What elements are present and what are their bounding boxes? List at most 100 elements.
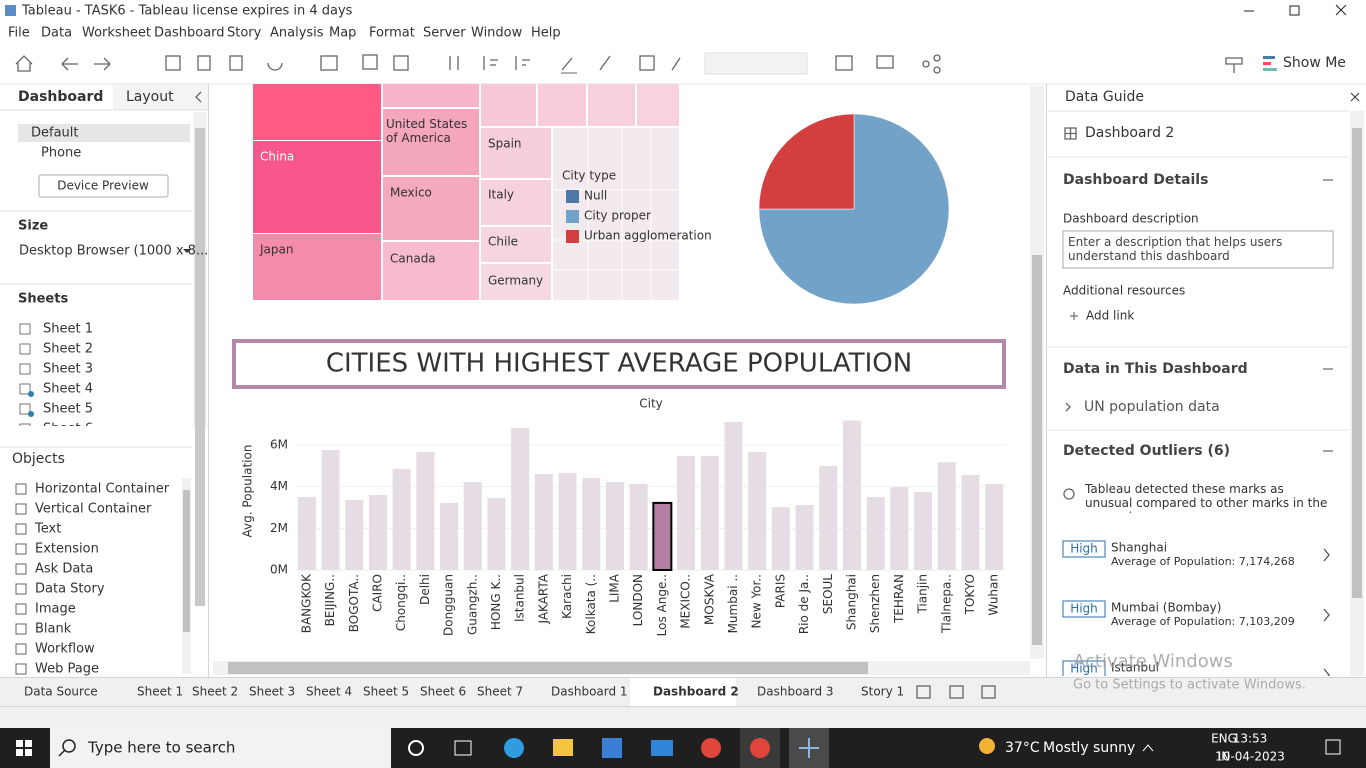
cortana-icon[interactable] [408,740,424,756]
search-box[interactable] [50,728,391,768]
close-button[interactable] [1335,4,1347,16]
store-icon[interactable] [602,738,622,758]
object-item: Extension [35,542,99,557]
new-sheet-tab[interactable] [916,685,931,699]
menu-item[interactable]: Analysis [270,26,324,41]
menu-item[interactable]: Story [227,26,262,41]
notification-icon[interactable] [1325,739,1341,755]
save-icon[interactable] [165,55,181,71]
refresh-icon[interactable] [267,62,283,71]
size-dropdown-arrow[interactable] [183,249,191,253]
bar [463,482,482,570]
x-tick-label: Dongguan [442,574,456,636]
new-story-tab[interactable] [981,685,996,699]
treemap-cell [383,109,479,175]
menu-item[interactable]: Help [531,26,561,41]
bar [652,501,673,571]
sheet-tab[interactable]: Story 1 [861,685,904,699]
menu-item[interactable]: Data [41,26,72,41]
sheet-status [28,391,34,397]
pause-icon[interactable] [229,55,243,71]
fit-dropdown[interactable] [704,52,808,75]
outliers-note: Tableau detected these marks as unusual … [1085,482,1328,514]
x-tick-label: MEXICO.. [679,574,693,629]
tableau-taskbar-icon[interactable] [799,738,819,758]
chrome-icon-2[interactable] [750,738,770,758]
active-tab[interactable] [630,678,736,706]
mail-icon[interactable] [651,740,673,756]
object-icon [15,623,27,635]
edge-icon[interactable] [504,738,524,758]
duplicate-icon[interactable] [362,54,378,70]
sheet-tab[interactable]: Dashboard 2 [653,685,739,699]
share-icon-c [933,66,941,74]
menu-item[interactable]: Dashboard [154,26,225,41]
guide-scroll-thumb[interactable] [1352,128,1362,598]
x-tick-label: Karachi [560,574,574,619]
x-tick-label: BOGOTA.. [347,574,361,632]
presentation-icon[interactable] [876,55,894,69]
new-sheet-icon[interactable] [320,55,338,71]
home-icon[interactable] [15,55,33,72]
object-item: Data Story [35,582,105,597]
outlier-level: High [1070,542,1098,556]
task-view-icon[interactable] [454,740,472,756]
new-dashboard-tab[interactable] [949,685,964,699]
explorer-icon[interactable] [553,739,573,756]
menu-item[interactable]: Map [329,26,356,41]
bar [511,427,530,570]
treemap-label-wrap: United States of America [386,117,467,145]
guide-close[interactable] [1350,92,1360,102]
treemap-label: Japan [259,243,293,257]
bar [582,477,601,570]
device-preview-button[interactable] [38,174,169,198]
canvas-hscroll-thumb[interactable] [228,662,868,674]
bar [677,456,696,570]
x-tick-label: LONDON [631,574,645,626]
sheet-tab[interactable]: Sheet 7 [477,685,523,699]
x-tick-label: PARIS [773,574,787,608]
show-me-icon[interactable] [1263,56,1275,59]
sheet-tab[interactable]: Dashboard 3 [757,685,834,699]
sheet-tab[interactable]: Data Source [24,685,98,699]
format-icon[interactable] [1225,57,1243,73]
canvas-vscroll-thumb[interactable] [1032,255,1042,645]
watermark-text: Go to Settings to activate Windows. [1073,678,1306,693]
menu-item[interactable]: Window [471,26,523,41]
menu-item[interactable]: Server [423,26,466,41]
sheet-tab[interactable]: Sheet 6 [420,685,466,699]
device-selected[interactable] [18,124,190,142]
bar [392,468,411,570]
sheet-tab[interactable]: Sheet 1 [137,685,183,699]
menu-item[interactable]: File [8,26,30,41]
tray-arrow[interactable] [1142,744,1154,752]
new-data-icon[interactable] [197,55,211,71]
sheet-tab[interactable]: Sheet 3 [249,685,295,699]
outlier-badge [1062,540,1106,558]
chrome-icon[interactable] [701,738,721,758]
menu-item[interactable]: Worksheet [82,26,151,41]
object-item: Ask Data [35,562,93,577]
outlier-arrow [1323,608,1330,622]
sheet-tab[interactable]: Sheet 2 [192,685,238,699]
clear-icon[interactable] [393,55,409,71]
objects-scroll-thumb[interactable] [183,490,190,632]
outlier-name: Shanghai [1111,541,1167,555]
collapse-arrow[interactable] [195,91,202,103]
restore-button[interactable] [1289,5,1300,16]
show-me-icon-b [1263,62,1271,65]
share-icon[interactable] [922,60,930,68]
sheet-tab[interactable]: Sheet 5 [363,685,409,699]
panel-scroll-thumb[interactable] [195,128,205,606]
expand-arrow[interactable] [1065,402,1071,412]
undo-icon[interactable] [61,57,78,71]
redo-icon[interactable] [94,57,111,71]
start-button[interactable] [16,740,32,756]
bar [748,452,767,570]
menu-item[interactable]: Format [369,26,415,41]
sheet-tab[interactable]: Dashboard 1 [551,685,628,699]
add-link-icon[interactable] [1070,312,1078,320]
sheet-tab[interactable]: Sheet 4 [306,685,352,699]
layout-tab[interactable] [113,85,208,110]
description-input[interactable] [1062,230,1334,269]
